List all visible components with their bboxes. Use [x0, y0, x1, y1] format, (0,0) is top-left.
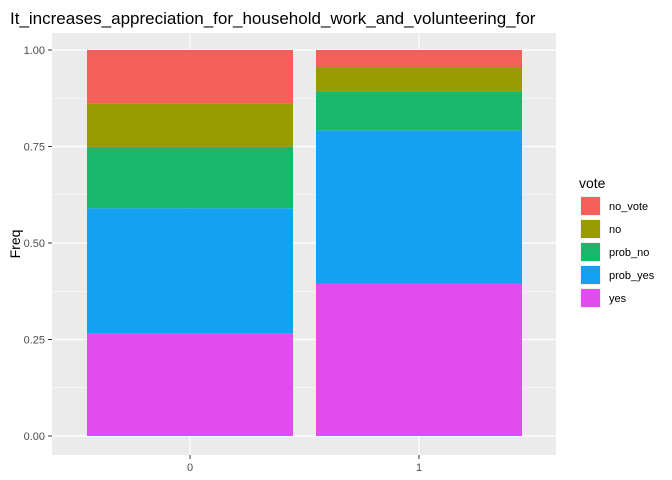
bars: [87, 50, 522, 436]
legend-swatch-no: [581, 220, 600, 238]
legend-swatch-prob_yes: [581, 266, 600, 284]
bar-segment-yes-1: [316, 283, 522, 436]
legend-swatch-prob_no: [581, 243, 600, 261]
bar-segment-prob_no-1: [316, 91, 522, 131]
bar-segment-prob_yes-1: [316, 130, 522, 284]
legend-label-yes: yes: [609, 293, 627, 305]
x-tick-label: 0: [187, 462, 193, 474]
y-axis: 0.00 0.25 0.50 0.75 1.00: [24, 45, 52, 443]
legend-label-prob_no: prob_no: [609, 247, 649, 259]
bar-segment-no_vote-1: [316, 50, 522, 67]
legend-title: vote: [579, 175, 606, 191]
y-tick-label: 0.75: [24, 142, 45, 154]
legend-label-prob_yes: prob_yes: [609, 270, 655, 282]
chart-title: It_increases_appreciation_for_household_…: [10, 9, 536, 28]
legend-label-no: no: [609, 224, 621, 236]
bar-segment-prob_no-0: [87, 146, 293, 209]
bar-segment-no-0: [87, 103, 293, 147]
bar-segment-prob_yes-0: [87, 208, 293, 334]
y-axis-title: Freq: [7, 230, 23, 259]
legend-swatch-no_vote: [581, 197, 600, 215]
legend-label-no_vote: no_vote: [609, 201, 648, 213]
legend-swatch-yes: [581, 289, 600, 307]
y-tick-label: 0.00: [24, 431, 45, 443]
bar-segment-no_vote-0: [87, 50, 293, 104]
y-tick-label: 0.50: [24, 238, 45, 250]
y-tick-label: 0.25: [24, 335, 45, 347]
bar-segment-no-1: [316, 66, 522, 92]
bar-segment-yes-0: [87, 333, 293, 436]
x-tick-label: 1: [416, 462, 422, 474]
y-tick-label: 1.00: [24, 45, 45, 57]
